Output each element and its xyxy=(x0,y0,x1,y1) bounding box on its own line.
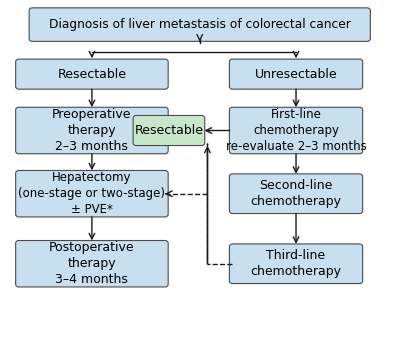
Text: Diagnosis of liver metastasis of colorectal cancer: Diagnosis of liver metastasis of colorec… xyxy=(49,18,351,31)
FancyBboxPatch shape xyxy=(230,107,363,154)
FancyBboxPatch shape xyxy=(16,59,168,89)
Text: Hepatectomy
(one-stage or two-stage)
± PVE*: Hepatectomy (one-stage or two-stage) ± P… xyxy=(18,171,165,216)
Text: Resectable: Resectable xyxy=(134,124,204,137)
FancyBboxPatch shape xyxy=(230,174,363,214)
FancyBboxPatch shape xyxy=(16,107,168,154)
Text: Postoperative
therapy
3–4 months: Postoperative therapy 3–4 months xyxy=(49,241,135,286)
Text: Second-line
chemotherapy: Second-line chemotherapy xyxy=(250,179,342,208)
Text: Resectable: Resectable xyxy=(57,68,127,81)
FancyBboxPatch shape xyxy=(16,240,168,287)
Text: Third-line
chemotherapy: Third-line chemotherapy xyxy=(250,249,342,278)
FancyBboxPatch shape xyxy=(29,8,370,42)
FancyBboxPatch shape xyxy=(133,116,205,145)
FancyBboxPatch shape xyxy=(16,170,168,217)
Text: Unresectable: Unresectable xyxy=(255,68,337,81)
Text: Preoperative
therapy
2–3 months: Preoperative therapy 2–3 months xyxy=(52,108,132,153)
FancyBboxPatch shape xyxy=(230,244,363,284)
FancyBboxPatch shape xyxy=(230,59,363,89)
Text: First-line
chemotherapy
re-evaluate 2–3 months: First-line chemotherapy re-evaluate 2–3 … xyxy=(226,108,366,153)
